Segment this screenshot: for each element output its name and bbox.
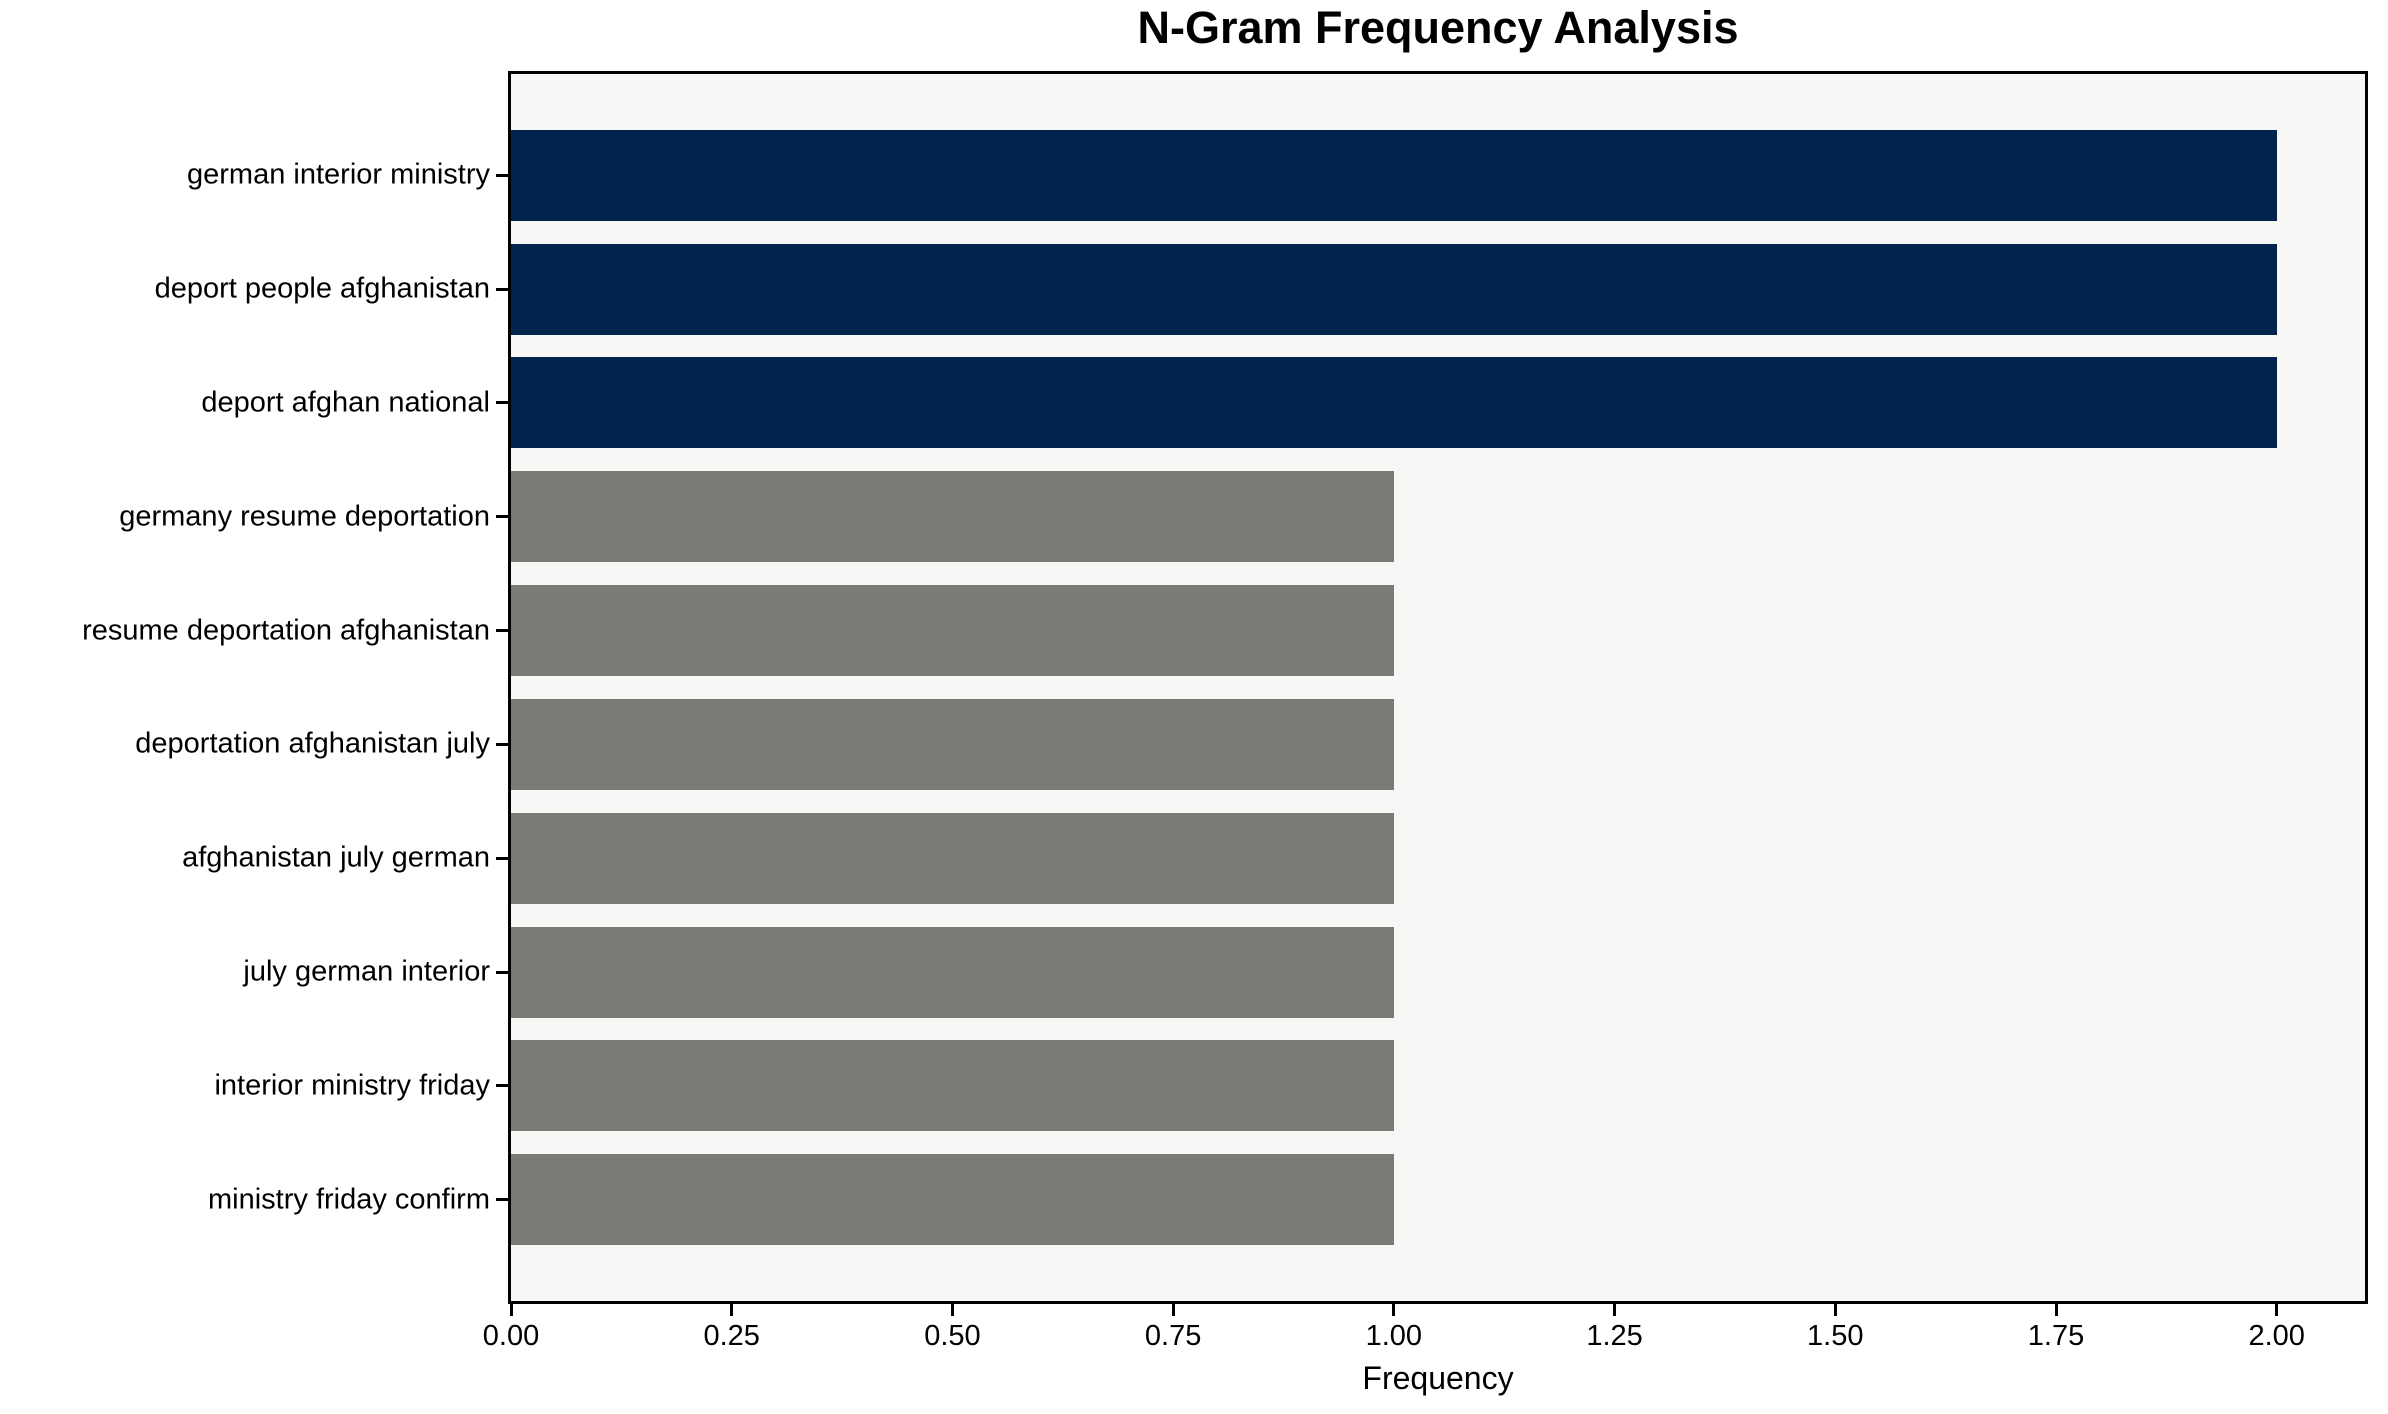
x-tick-mark [2054,1304,2058,1316]
x-tick-label: 1.75 [2027,1320,2085,1352]
bar-germany-resume-deportation [511,471,1394,563]
chart-title: N-Gram Frequency Analysis [1137,2,1739,53]
x-tick-mark [1392,1304,1396,1316]
x-tick-mark [1613,1304,1617,1316]
y-tick-label: deport afghan national [201,386,490,419]
x-tick-label: 1.50 [1807,1320,1864,1352]
bar-german-interior-ministry [511,129,2277,221]
x-tick-mark [1833,1304,1837,1316]
y-tick-mark [496,287,508,291]
y-tick-mark [496,401,508,405]
y-tick-label: deport people afghanistan [154,272,490,305]
y-tick-label: german interior ministry [187,158,490,191]
bar-deportation-afghanistan-july [511,698,1394,790]
y-tick-mark [496,1084,508,1088]
y-tick-label: july german interior [243,955,490,988]
x-tick-label: 0.50 [924,1320,981,1352]
bar-resume-deportation-afghanistan [511,585,1394,677]
bar-ministry-friday-confirm [511,1154,1394,1246]
y-tick-mark [496,629,508,633]
x-tick-label: 1.25 [1586,1320,1643,1352]
y-tick-mark [496,173,508,177]
y-tick-mark [496,1198,508,1202]
y-tick-label: resume deportation afghanistan [82,614,490,647]
x-tick-label: 0.75 [1144,1320,1202,1352]
y-tick-label: afghanistan july german [182,841,490,874]
x-tick-mark [1171,1304,1175,1316]
x-tick-mark [950,1304,954,1316]
y-tick-mark [496,856,508,860]
y-tick-label: deportation afghanistan july [135,727,490,760]
bar-july-german-interior [511,926,1394,1018]
y-tick-label: germany resume deportation [119,500,490,533]
bar-afghanistan-july-german [511,812,1394,904]
x-tick-label: 1.00 [1365,1320,1423,1352]
y-tick-mark [496,742,508,746]
x-tick-mark [730,1304,734,1316]
y-tick-mark [496,970,508,974]
y-tick-label: interior ministry friday [214,1069,490,1102]
x-tick-label: 0.25 [703,1320,760,1352]
y-tick-label: ministry friday confirm [208,1183,490,1216]
bar-interior-ministry-friday [511,1040,1394,1132]
bar-deport-people-afghanistan [511,243,2277,335]
x-axis-label: Frequency [1362,1360,1514,1396]
y-tick-mark [496,515,508,519]
bar-deport-afghan-national [511,357,2277,449]
plot-area [508,71,2368,1304]
bars-container [511,74,2365,1301]
x-tick-mark [509,1304,513,1316]
x-tick-label: 0.00 [482,1320,540,1352]
x-tick-label: 2.00 [2248,1320,2305,1352]
x-tick-mark [2275,1304,2279,1316]
